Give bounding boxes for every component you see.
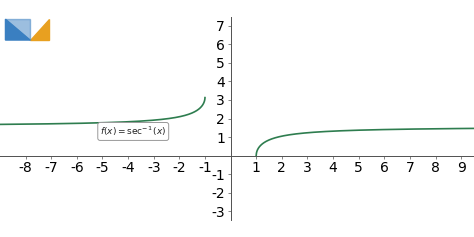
Polygon shape <box>6 19 30 40</box>
Text: SOM: SOM <box>15 51 40 61</box>
Polygon shape <box>6 19 30 40</box>
Polygon shape <box>30 19 49 40</box>
Text: $f(x) = \sec^{-1}(x)$: $f(x) = \sec^{-1}(x)$ <box>100 125 166 138</box>
